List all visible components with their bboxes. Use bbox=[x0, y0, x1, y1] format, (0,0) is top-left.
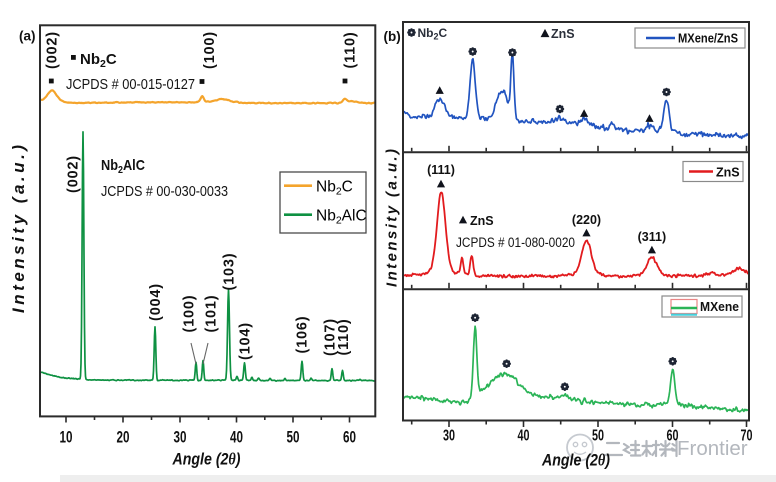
svg-text:50: 50 bbox=[592, 428, 604, 445]
svg-text:(110): (110) bbox=[343, 31, 359, 68]
svg-text:(004): (004) bbox=[148, 283, 164, 321]
svg-text:50: 50 bbox=[287, 429, 300, 447]
svg-text:(107): (107) bbox=[323, 318, 339, 356]
svg-text:40: 40 bbox=[518, 428, 530, 445]
svg-text:10: 10 bbox=[60, 429, 73, 447]
svg-text:(100): (100) bbox=[182, 295, 198, 333]
svg-text:30: 30 bbox=[174, 429, 187, 447]
svg-text:ZnS: ZnS bbox=[551, 27, 575, 41]
svg-text:(104): (104) bbox=[238, 322, 254, 360]
svg-text:(220): (220) bbox=[572, 213, 601, 227]
svg-text:60: 60 bbox=[667, 428, 679, 445]
svg-text:(106): (106) bbox=[295, 316, 311, 354]
svg-text:30: 30 bbox=[443, 428, 455, 445]
svg-text:Frontier: Frontier bbox=[677, 437, 748, 460]
svg-text:MXene: MXene bbox=[700, 300, 739, 314]
svg-text:Nb2AlC: Nb2AlC bbox=[316, 208, 367, 227]
svg-text:(002): (002) bbox=[45, 31, 61, 69]
svg-text:40: 40 bbox=[230, 429, 243, 447]
svg-text:Angle (2θ): Angle (2θ) bbox=[172, 451, 241, 469]
svg-text:(101): (101) bbox=[204, 295, 220, 333]
svg-text:JCPDS # 00-030-0033: JCPDS # 00-030-0033 bbox=[101, 184, 228, 200]
svg-text:Intensity (a.u.): Intensity (a.u.) bbox=[383, 149, 400, 287]
svg-text:(111): (111) bbox=[427, 163, 455, 177]
svg-text:(110): (110) bbox=[336, 318, 352, 355]
svg-text:Nb2C: Nb2C bbox=[316, 179, 353, 198]
svg-text:(100): (100) bbox=[202, 31, 218, 69]
svg-text:(103): (103) bbox=[222, 253, 238, 291]
svg-text:Nb2AlC: Nb2AlC bbox=[101, 156, 145, 176]
svg-text:Nb2C: Nb2C bbox=[418, 26, 448, 42]
svg-text:(002): (002) bbox=[66, 155, 82, 193]
svg-text:JCPDS # 01-080-0020: JCPDS # 01-080-0020 bbox=[456, 235, 575, 250]
svg-text:(311): (311) bbox=[638, 230, 667, 244]
svg-text:ZnS: ZnS bbox=[470, 214, 494, 228]
svg-text:Angle (2θ): Angle (2θ) bbox=[541, 452, 610, 470]
svg-text:ZnS: ZnS bbox=[716, 166, 740, 180]
svg-text:60: 60 bbox=[343, 429, 356, 447]
svg-text:Intensity (a.u.): Intensity (a.u.) bbox=[9, 145, 28, 313]
svg-text:MXene/ZnS: MXene/ZnS bbox=[678, 32, 738, 46]
svg-text:Nb2C: Nb2C bbox=[80, 51, 117, 70]
svg-text:(b): (b) bbox=[384, 29, 401, 44]
svg-text:(a): (a) bbox=[19, 29, 36, 44]
svg-text:JCPDS # 00-015-0127: JCPDS # 00-015-0127 bbox=[66, 77, 195, 93]
svg-text:20: 20 bbox=[117, 429, 130, 447]
svg-text:70: 70 bbox=[741, 428, 753, 445]
